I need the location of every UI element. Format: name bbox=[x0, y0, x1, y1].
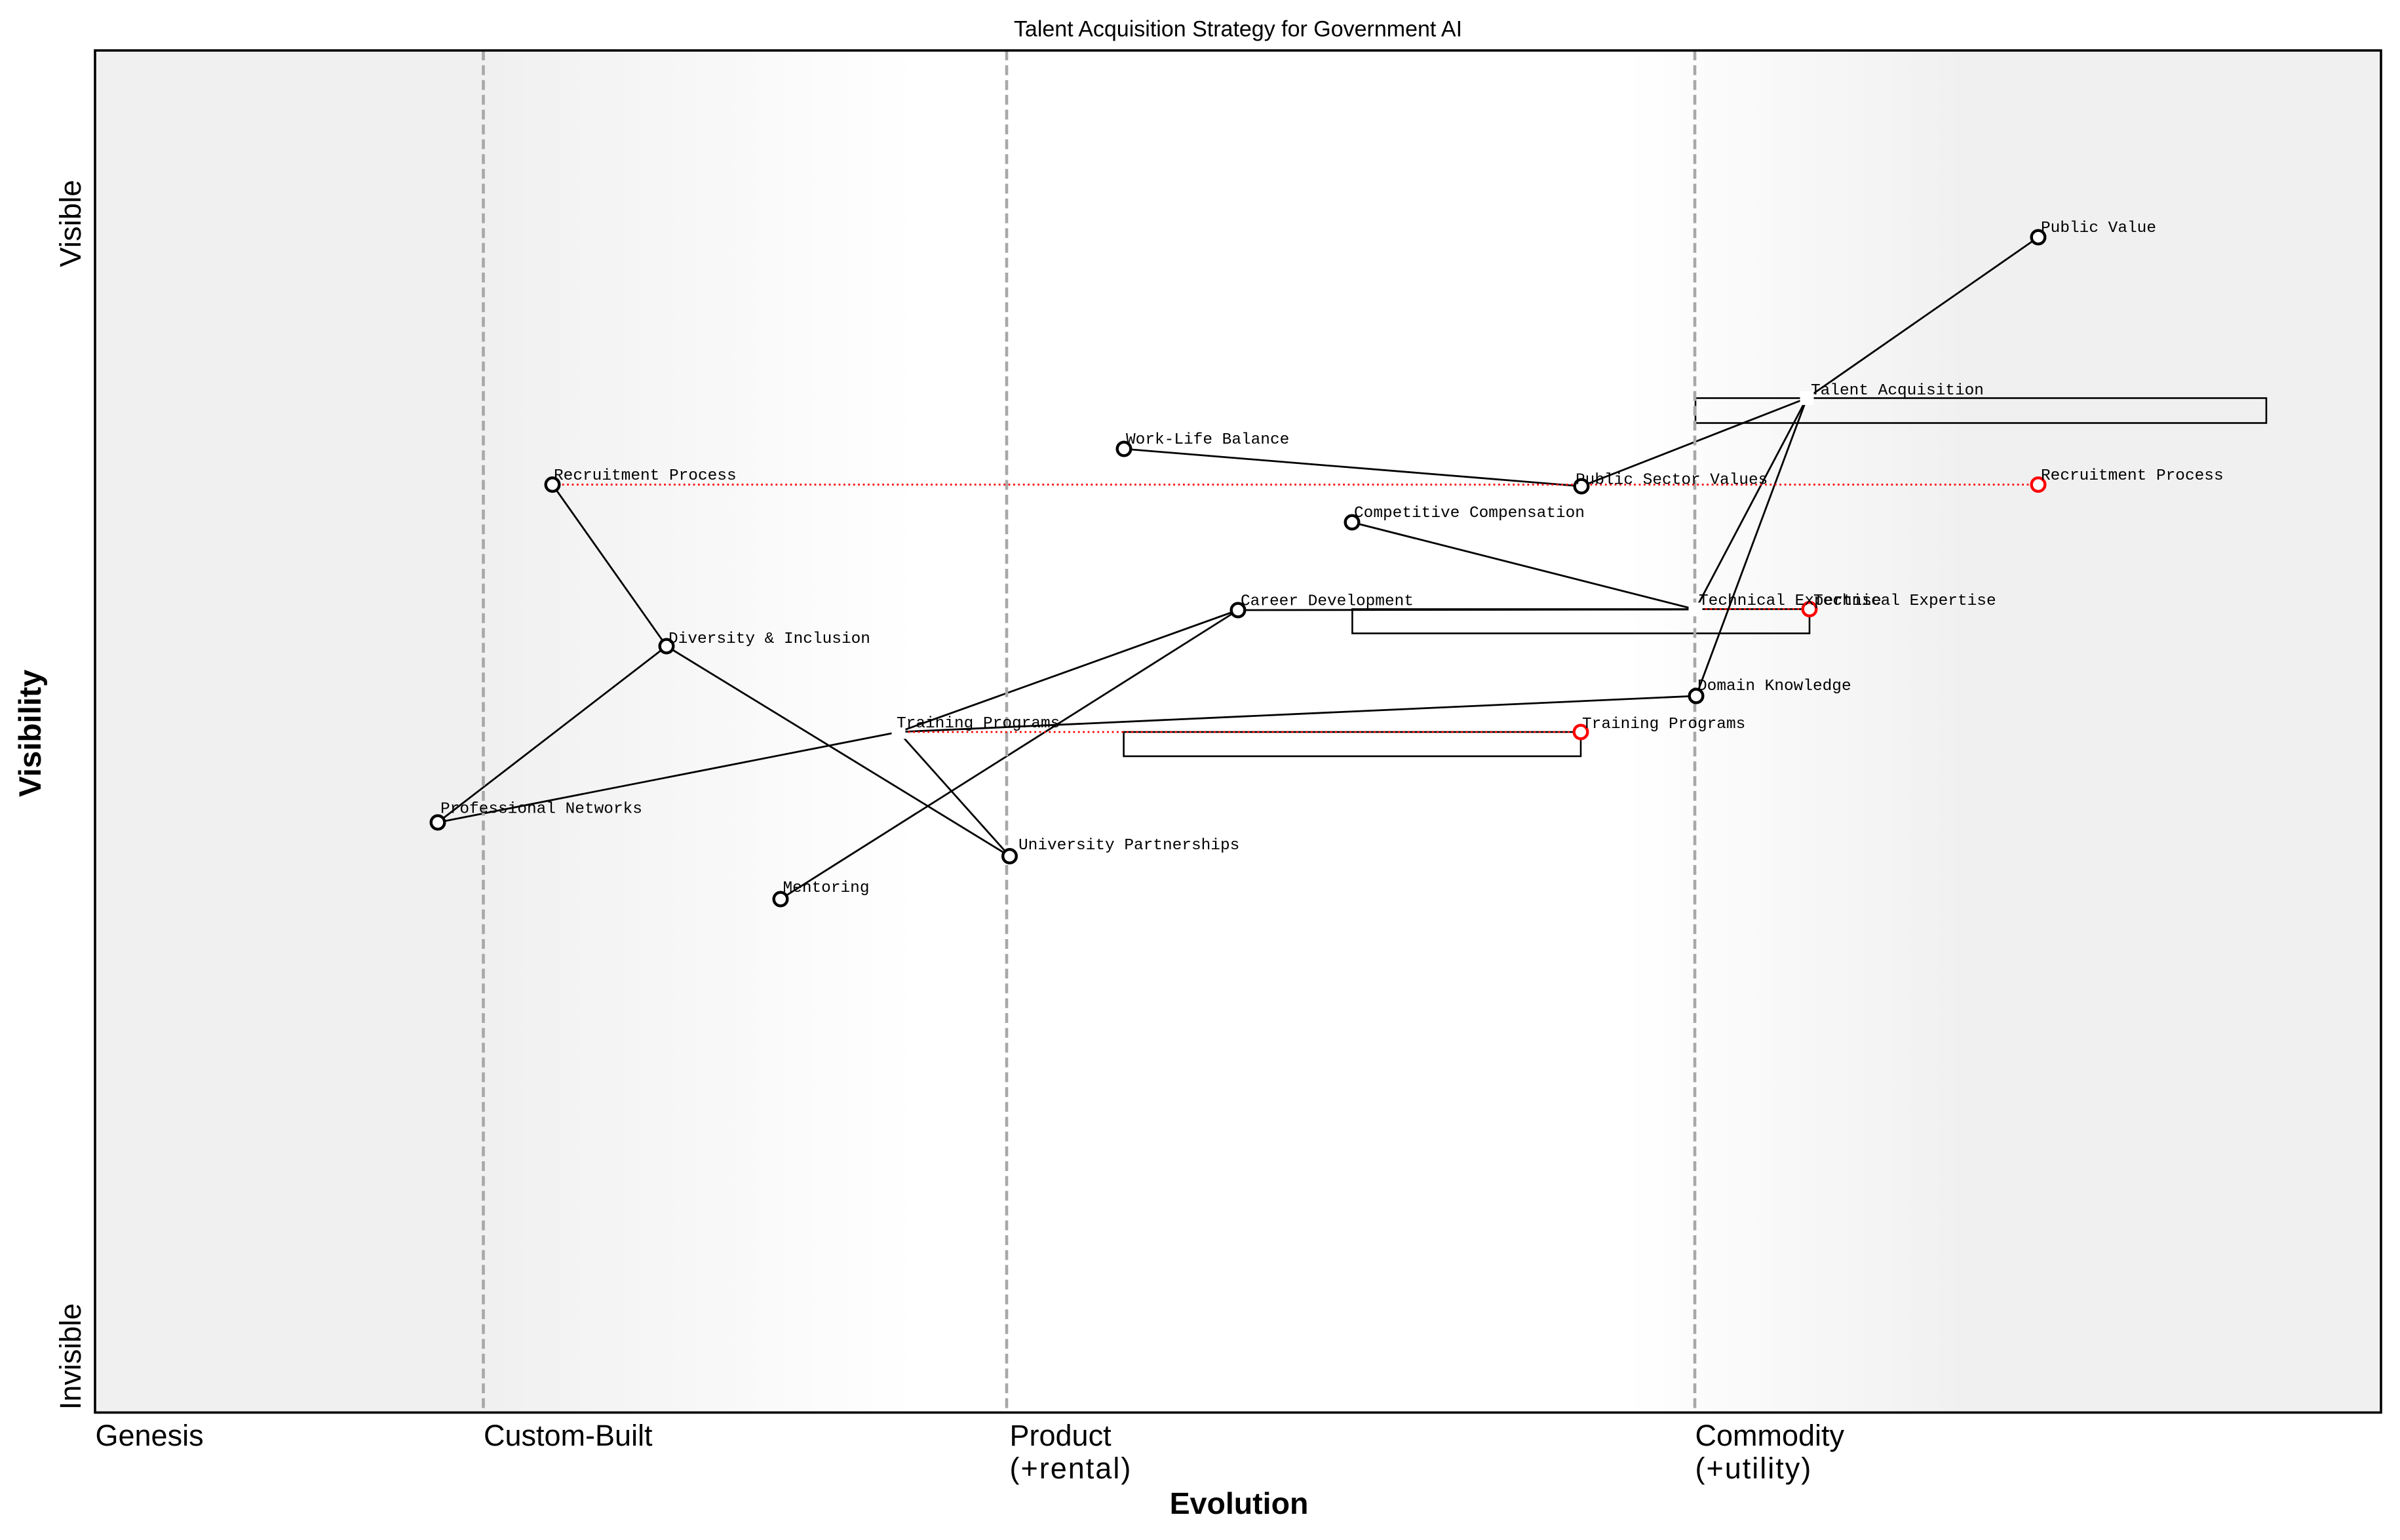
svg-text:Talent Acquisition Strategy fo: Talent Acquisition Strategy for Governme… bbox=[1014, 17, 1462, 42]
svg-text:Recruitment Process: Recruitment Process bbox=[554, 467, 737, 485]
svg-text:Invisible: Invisible bbox=[54, 1303, 87, 1410]
svg-text:Training Programs: Training Programs bbox=[897, 715, 1060, 733]
svg-text:Genesis: Genesis bbox=[96, 1419, 204, 1452]
svg-text:Mentoring: Mentoring bbox=[783, 879, 870, 897]
svg-text:Evolution: Evolution bbox=[1170, 1486, 1309, 1520]
svg-text:Diversity & Inclusion: Diversity & Inclusion bbox=[668, 630, 870, 648]
svg-text:Technical Expertise: Technical Expertise bbox=[1813, 592, 1996, 610]
svg-text:Training Programs: Training Programs bbox=[1582, 716, 1745, 733]
svg-text:Professional Networks: Professional Networks bbox=[440, 801, 642, 818]
svg-text:Recruitment Process: Recruitment Process bbox=[2041, 467, 2224, 485]
svg-text:Visible: Visible bbox=[54, 180, 87, 267]
svg-text:Commodity: Commodity bbox=[1695, 1419, 1845, 1452]
svg-text:Custom-Built: Custom-Built bbox=[484, 1419, 653, 1452]
svg-text:University Partnerships: University Partnerships bbox=[1018, 837, 1239, 855]
svg-text:Technical Expertise: Technical Expertise bbox=[1699, 592, 1882, 610]
svg-text:Competitive Compensation: Competitive Compensation bbox=[1354, 505, 1585, 522]
svg-text:Talent Acquisition: Talent Acquisition bbox=[1811, 382, 1984, 400]
svg-text:(+utility): (+utility) bbox=[1695, 1452, 1813, 1485]
svg-text:Domain Knowledge: Domain Knowledge bbox=[1697, 678, 1851, 695]
svg-text:Visibility: Visibility bbox=[13, 669, 48, 797]
svg-text:Work-Life Balance: Work-Life Balance bbox=[1126, 431, 1289, 449]
svg-text:Public Value: Public Value bbox=[2041, 220, 2156, 237]
svg-text:(+rental): (+rental) bbox=[1010, 1452, 1132, 1485]
svg-text:Public Sector Values: Public Sector Values bbox=[1576, 472, 1768, 490]
svg-text:Career Development: Career Development bbox=[1241, 593, 1414, 611]
svg-text:Product: Product bbox=[1010, 1419, 1112, 1452]
